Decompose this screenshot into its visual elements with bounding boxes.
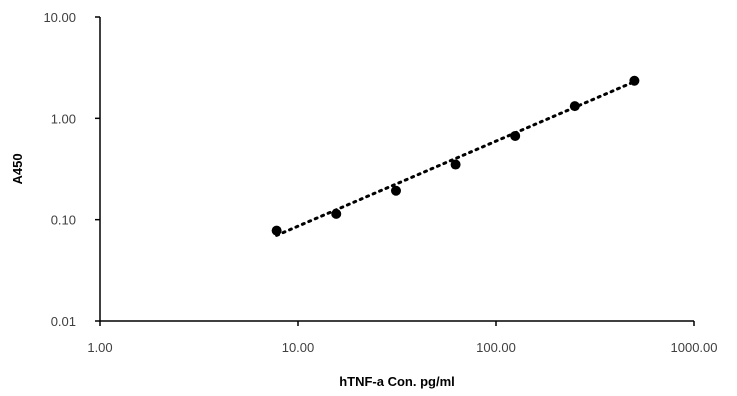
x-tick-label: 10.00	[282, 340, 315, 355]
x-ticks: 1.00 10.00 100.00 1000.00	[87, 321, 718, 355]
x-tick-label: 1.00	[87, 340, 112, 355]
data-point	[510, 130, 521, 141]
y-axis-title: A450	[10, 153, 25, 184]
data-point	[390, 185, 401, 196]
y-tick-label: 1.00	[51, 111, 76, 126]
y-tick-label: 0.10	[51, 213, 76, 228]
x-axis-title: hTNF-a Con. pg/ml	[339, 374, 455, 389]
x-tick-label: 1000.00	[671, 340, 718, 355]
data-point	[629, 75, 640, 86]
data-point	[450, 159, 461, 170]
data-points	[271, 75, 640, 236]
y-ticks: 0.01 0.10 1.00 10.00	[43, 10, 100, 329]
y-tick-label: 0.01	[51, 314, 76, 329]
plot-area: 1.00 10.00 100.00 1000.00 0.01 0.10 1.00 10.00	[43, 10, 717, 355]
data-point	[569, 101, 580, 112]
x-tick-label: 100.00	[476, 340, 516, 355]
data-point	[271, 225, 282, 236]
data-point	[331, 208, 342, 219]
trendline	[275, 80, 636, 237]
y-tick-label: 10.00	[43, 10, 76, 25]
